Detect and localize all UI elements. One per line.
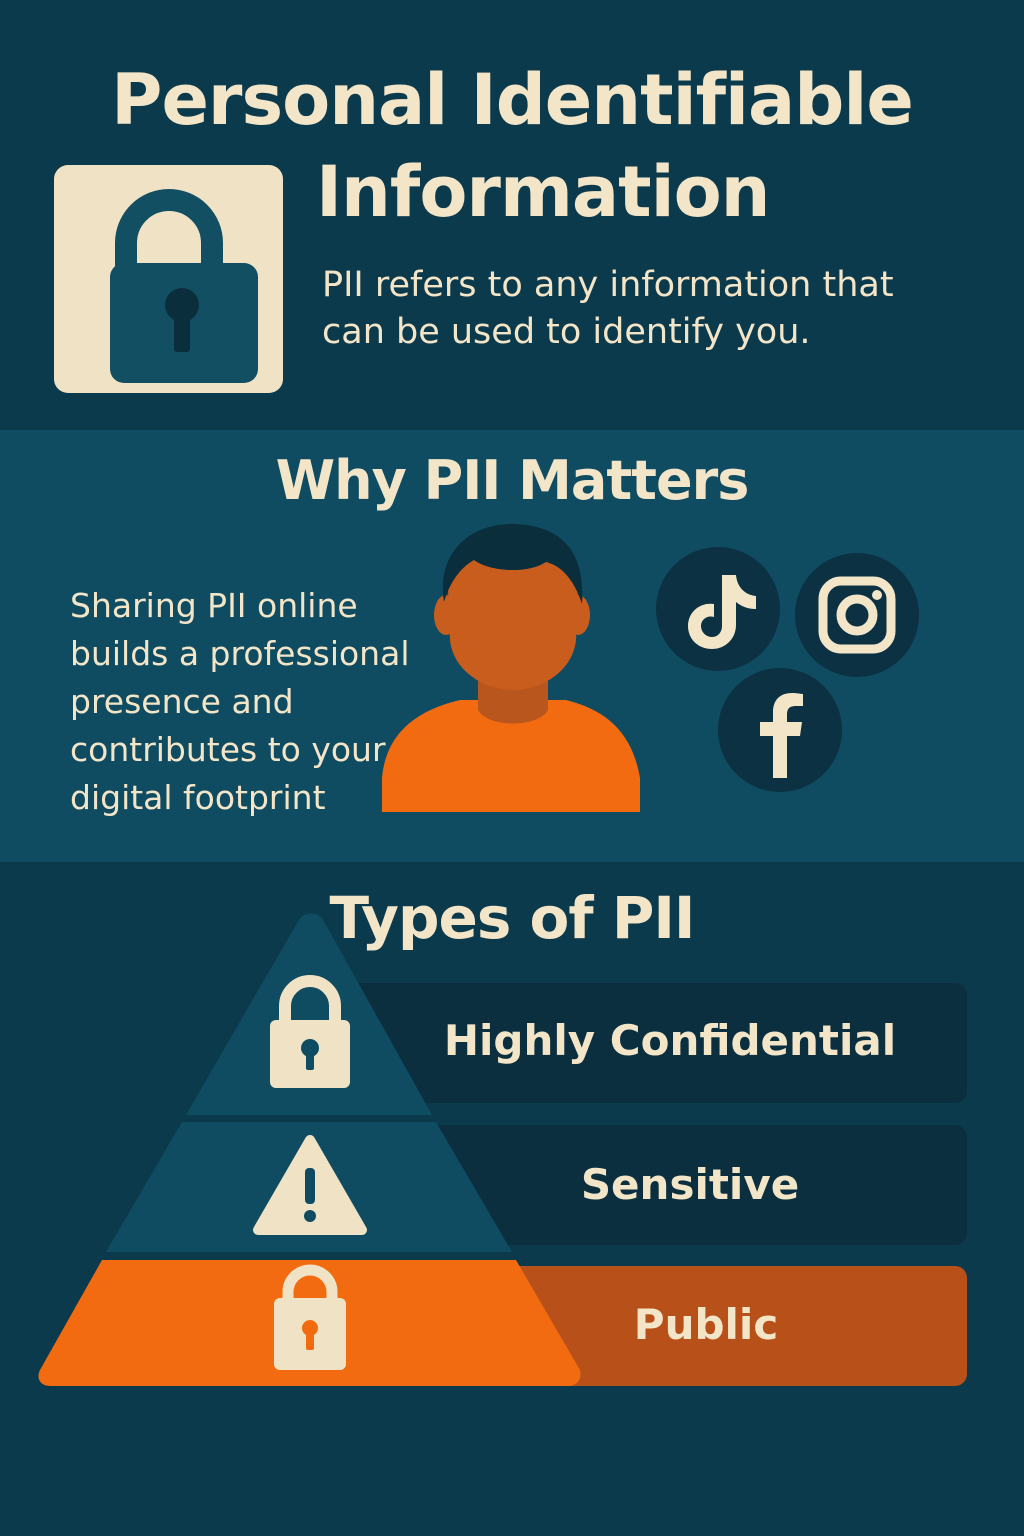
- tier-label-sensitive: Sensitive: [580, 1160, 800, 1209]
- intro-text: PII refers to any information that can b…: [322, 265, 894, 352]
- padlock-icon: [270, 975, 350, 1088]
- page-title-line-2: Information: [316, 151, 771, 233]
- pii-pyramid: [0, 900, 600, 1400]
- pyramid-tier-top: [186, 913, 432, 1115]
- why-pii-heading: Why PII Matters: [275, 449, 750, 512]
- why-pii-description: Sharing PII online builds a professional…: [70, 586, 410, 817]
- types-of-pii-heading: Types of PII: [329, 884, 696, 952]
- warning-icon: [253, 1135, 367, 1235]
- padlock-icon: [54, 165, 283, 393]
- padlock-icon: [274, 1264, 346, 1370]
- facebook-icon[interactable]: [718, 668, 842, 792]
- tier-label-public: Public: [633, 1300, 779, 1349]
- page-title-line-1: Personal Identifiable: [111, 59, 914, 141]
- instagram-icon[interactable]: [795, 553, 919, 677]
- tiktok-icon[interactable]: [656, 547, 780, 671]
- tier-label-highly-confidential: Highly Confidential: [443, 1016, 897, 1065]
- person-illustration: [378, 520, 648, 812]
